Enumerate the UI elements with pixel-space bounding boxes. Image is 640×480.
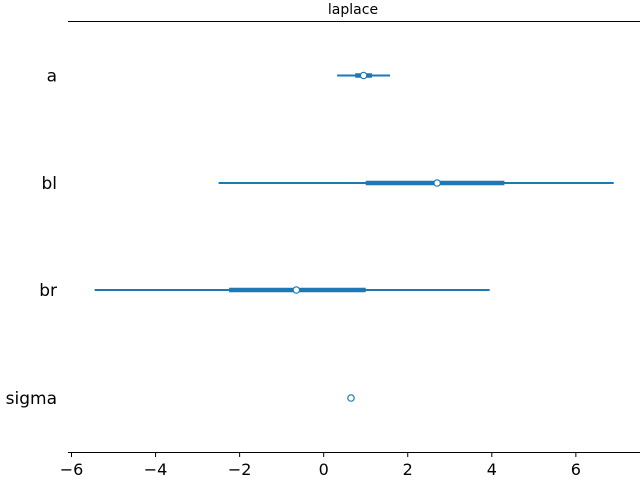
x-tick-label-3: 0	[319, 460, 329, 479]
row-a: a	[47, 67, 391, 87]
x-tick-label-1: −4	[144, 460, 168, 479]
x-tick-label-2: −2	[228, 460, 252, 479]
x-tick-label-6: 6	[571, 460, 581, 479]
category-label-bl: bl	[41, 174, 57, 194]
median-point-bl	[433, 179, 441, 187]
row-br: br	[39, 281, 490, 301]
x-tick-label-4: 2	[403, 460, 413, 479]
chart-title: laplace	[328, 2, 378, 18]
x-tick-label-0: −6	[60, 460, 84, 479]
interval-rows: a bl br sigma	[6, 67, 614, 409]
x-tick-label-5: 4	[487, 460, 497, 479]
category-label-br: br	[39, 281, 57, 301]
row-sigma: sigma	[6, 389, 355, 409]
row-bl: bl	[41, 174, 614, 194]
category-label-sigma: sigma	[6, 389, 57, 409]
median-point-a	[359, 71, 368, 80]
x-axis-ticks: −6 −4 −2 0 2 4 6	[60, 452, 581, 479]
median-point-br	[292, 286, 301, 294]
category-label-a: a	[47, 67, 57, 87]
median-point-sigma	[347, 394, 355, 402]
